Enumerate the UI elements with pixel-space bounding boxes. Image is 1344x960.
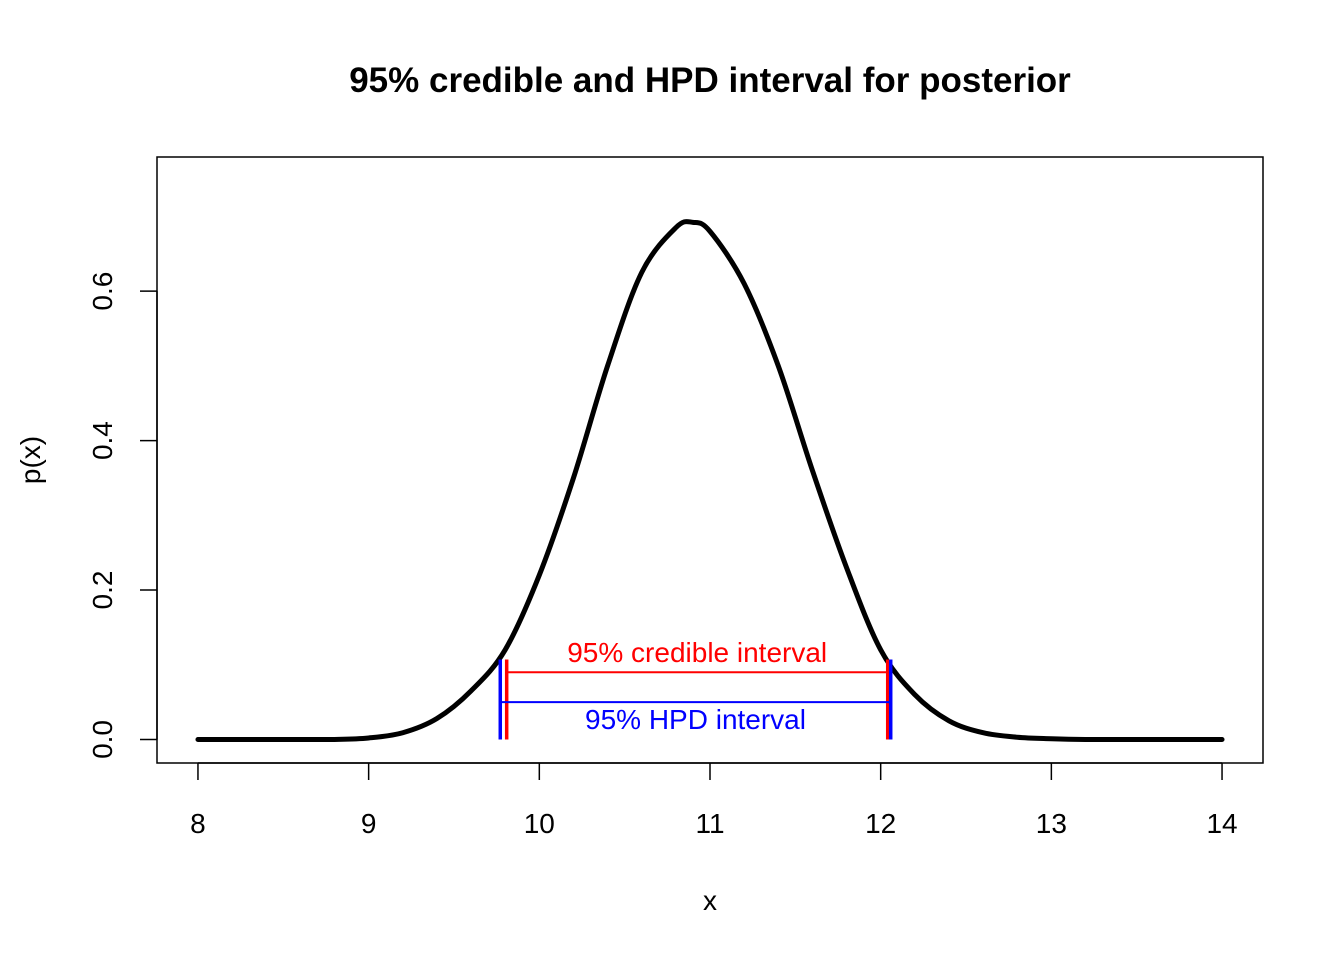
x-axis: 8 9 10 11 12 13 14: [190, 762, 1238, 839]
x-tick-label: 12: [865, 808, 896, 839]
density-curve: [195, 219, 1225, 743]
x-axis-label: x: [703, 885, 717, 916]
y-tick-label: 0.6: [87, 272, 118, 311]
x-tick-label: 14: [1206, 808, 1237, 839]
y-axis-label: p(x): [15, 436, 46, 484]
x-tick-label: 8: [190, 808, 206, 839]
series-layer: [195, 219, 1225, 743]
y-axis: 0.0 0.2 0.4 0.6: [87, 272, 158, 759]
x-tick-label: 9: [361, 808, 377, 839]
interval-layer: 95% credible interval 95% HPD interval: [498, 637, 893, 740]
x-tick-label: 13: [1036, 808, 1067, 839]
x-tick-label: 11: [695, 808, 724, 839]
x-tick-label: 10: [524, 808, 555, 839]
interval-label: 95% HPD interval: [585, 704, 806, 735]
interval-label: 95% credible interval: [567, 637, 827, 668]
y-tick-label: 0.4: [87, 421, 118, 460]
y-tick-label: 0.2: [87, 571, 118, 610]
chart-title: 95% credible and HPD interval for poster…: [349, 61, 1071, 100]
y-tick-label: 0.0: [87, 720, 118, 759]
